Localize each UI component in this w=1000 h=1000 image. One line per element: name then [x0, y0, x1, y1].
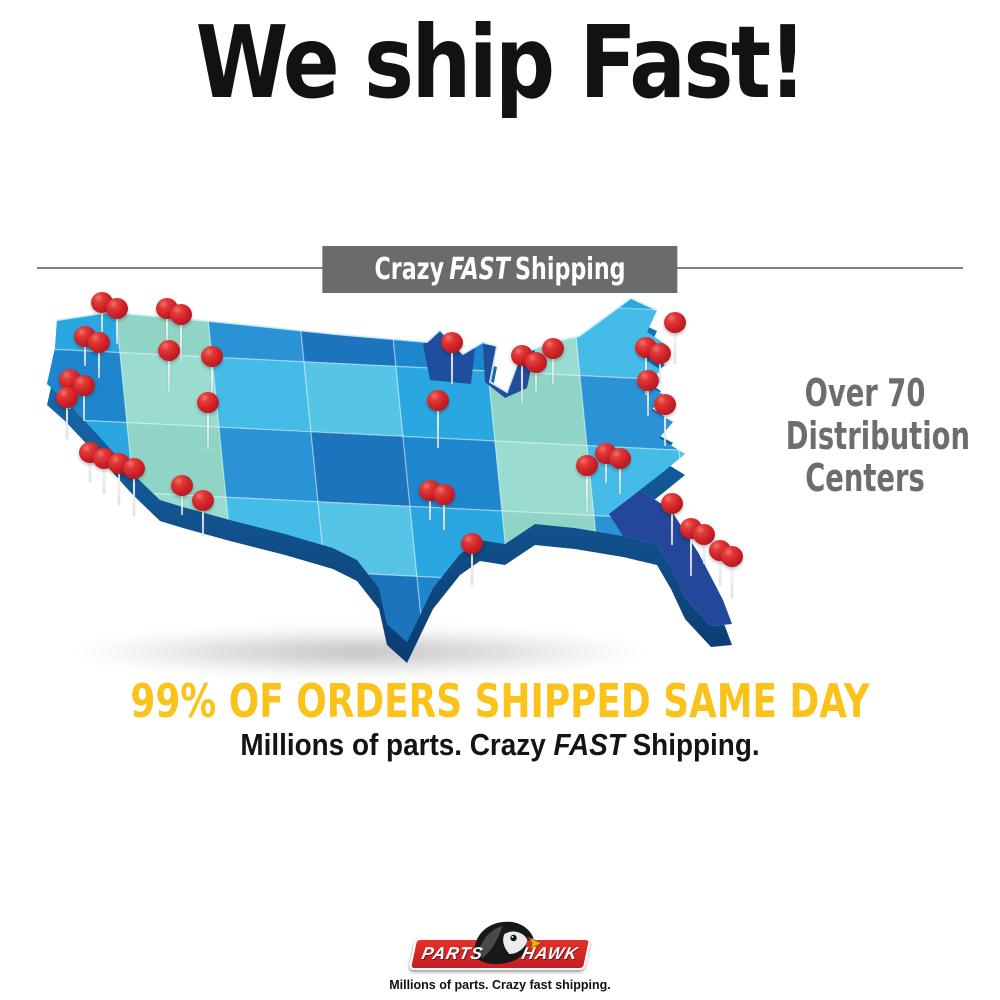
note-line-2: Distribution [785, 413, 970, 458]
sub-prefix: Millions of parts. Crazy [240, 727, 554, 762]
us-map [47, 296, 732, 663]
logo-parts-label: PARTS [420, 944, 486, 963]
hawk-logo-icon [474, 921, 543, 965]
crazy-fast-shipping-badge: Crazy FAST Shipping [322, 246, 678, 293]
badge-text: Crazy FAST Shipping [369, 252, 632, 287]
badge-suffix: Shipping [515, 252, 626, 287]
page-title: We ship Fast! [195, 4, 807, 121]
sub-emphasis: FAST [553, 727, 625, 762]
map-drop-shadow [70, 628, 650, 676]
logo-banner: PARTS HAWK [408, 921, 592, 970]
note-line-1: Over 70 [804, 371, 926, 415]
sub-suffix: Shipping. [624, 727, 760, 762]
badge-emphasis: FAST [449, 252, 510, 287]
note-line-3: Centers [805, 456, 925, 501]
partshawk-logo: PARTS HAWK Millions of parts. Crazy fast… [380, 921, 620, 992]
badge-prefix: Crazy [374, 252, 445, 287]
sub-headline: Millions of parts. Crazy FAST Shipping. [50, 727, 950, 763]
same-day-headline: 99% OF ORDERS SHIPPED SAME DAY [130, 674, 870, 728]
logo-hawk-label: HAWK [520, 944, 581, 963]
logo-banner-text: PARTS HAWK [411, 940, 589, 968]
distribution-centers-note: Over 70 Distribution Centers [785, 371, 970, 501]
logo-tagline: Millions of parts. Crazy fast shipping. [389, 978, 611, 992]
